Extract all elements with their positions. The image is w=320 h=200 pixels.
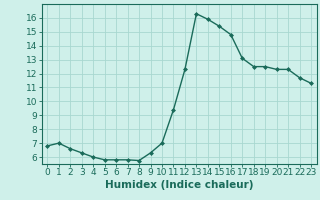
X-axis label: Humidex (Indice chaleur): Humidex (Indice chaleur) (105, 180, 253, 190)
